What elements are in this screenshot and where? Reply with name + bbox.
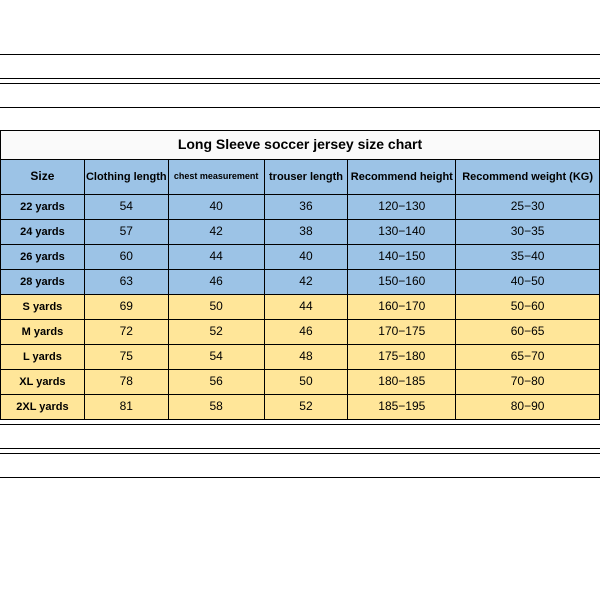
table-cell: 44: [168, 245, 264, 270]
col-weight: Recommend weight (KG): [456, 160, 600, 195]
table-cell: 175−180: [348, 345, 456, 370]
table-cell: 25−30: [456, 195, 600, 220]
table-row: 2XL yards815852185−19580−90: [1, 395, 600, 420]
table-cell: 54: [84, 195, 168, 220]
header-row: Size Clothing length chest measurement t…: [1, 160, 600, 195]
table-cell: 2XL yards: [1, 395, 85, 420]
table-cell: 54: [168, 345, 264, 370]
table-cell: 24 yards: [1, 220, 85, 245]
table-cell: 42: [264, 270, 348, 295]
table-cell: 170−175: [348, 320, 456, 345]
table-row: 28 yards634642150−16040−50: [1, 270, 600, 295]
col-trouser: trouser length: [264, 160, 348, 195]
col-clothing-length: Clothing length: [84, 160, 168, 195]
table-cell: 60: [84, 245, 168, 270]
table-cell: 70−80: [456, 370, 600, 395]
table-row: L yards755448175−18065−70: [1, 345, 600, 370]
table-cell: 75: [84, 345, 168, 370]
table-cell: 180−185: [348, 370, 456, 395]
table-cell: 65−70: [456, 345, 600, 370]
table-cell: 185−195: [348, 395, 456, 420]
title-row: Long Sleeve soccer jersey size chart: [1, 131, 600, 160]
table-cell: 40: [168, 195, 264, 220]
chart-title: Long Sleeve soccer jersey size chart: [1, 131, 600, 160]
table-cell: 50: [168, 295, 264, 320]
table-cell: 46: [168, 270, 264, 295]
col-size: Size: [1, 160, 85, 195]
table-cell: 42: [168, 220, 264, 245]
table-row: S yards695044160−17050−60: [1, 295, 600, 320]
table-cell: 120−130: [348, 195, 456, 220]
table-row: 24 yards574238130−14030−35: [1, 220, 600, 245]
table-cell: XL yards: [1, 370, 85, 395]
table-cell: 72: [84, 320, 168, 345]
table-cell: 38: [264, 220, 348, 245]
table-row: 26 yards604440140−15035−40: [1, 245, 600, 270]
table-cell: M yards: [1, 320, 85, 345]
table-cell: 26 yards: [1, 245, 85, 270]
table-cell: 80−90: [456, 395, 600, 420]
table-cell: 150−160: [348, 270, 456, 295]
table-row: 22 yards544036120−13025−30: [1, 195, 600, 220]
table-cell: 28 yards: [1, 270, 85, 295]
table-body: 22 yards544036120−13025−3024 yards574238…: [1, 195, 600, 420]
table-cell: 40−50: [456, 270, 600, 295]
table-cell: 46: [264, 320, 348, 345]
table-cell: 69: [84, 295, 168, 320]
table-cell: 30−35: [456, 220, 600, 245]
table-cell: 56: [168, 370, 264, 395]
table-cell: 35−40: [456, 245, 600, 270]
table-cell: 60−65: [456, 320, 600, 345]
table-cell: 44: [264, 295, 348, 320]
table-cell: 58: [168, 395, 264, 420]
table-cell: L yards: [1, 345, 85, 370]
table-cell: S yards: [1, 295, 85, 320]
table-cell: 130−140: [348, 220, 456, 245]
table-cell: 50−60: [456, 295, 600, 320]
table-cell: 22 yards: [1, 195, 85, 220]
table-cell: 81: [84, 395, 168, 420]
table-cell: 78: [84, 370, 168, 395]
table-row: M yards725246170−17560−65: [1, 320, 600, 345]
size-chart-table: Long Sleeve soccer jersey size chart Siz…: [0, 130, 600, 420]
table-cell: 52: [264, 395, 348, 420]
col-chest: chest measurement: [168, 160, 264, 195]
table-cell: 57: [84, 220, 168, 245]
table-cell: 40: [264, 245, 348, 270]
table-cell: 52: [168, 320, 264, 345]
table-cell: 160−170: [348, 295, 456, 320]
table-cell: 48: [264, 345, 348, 370]
table-row: XL yards785650180−18570−80: [1, 370, 600, 395]
table-cell: 140−150: [348, 245, 456, 270]
table-cell: 63: [84, 270, 168, 295]
col-height: Recommend height: [348, 160, 456, 195]
table-cell: 50: [264, 370, 348, 395]
table-cell: 36: [264, 195, 348, 220]
